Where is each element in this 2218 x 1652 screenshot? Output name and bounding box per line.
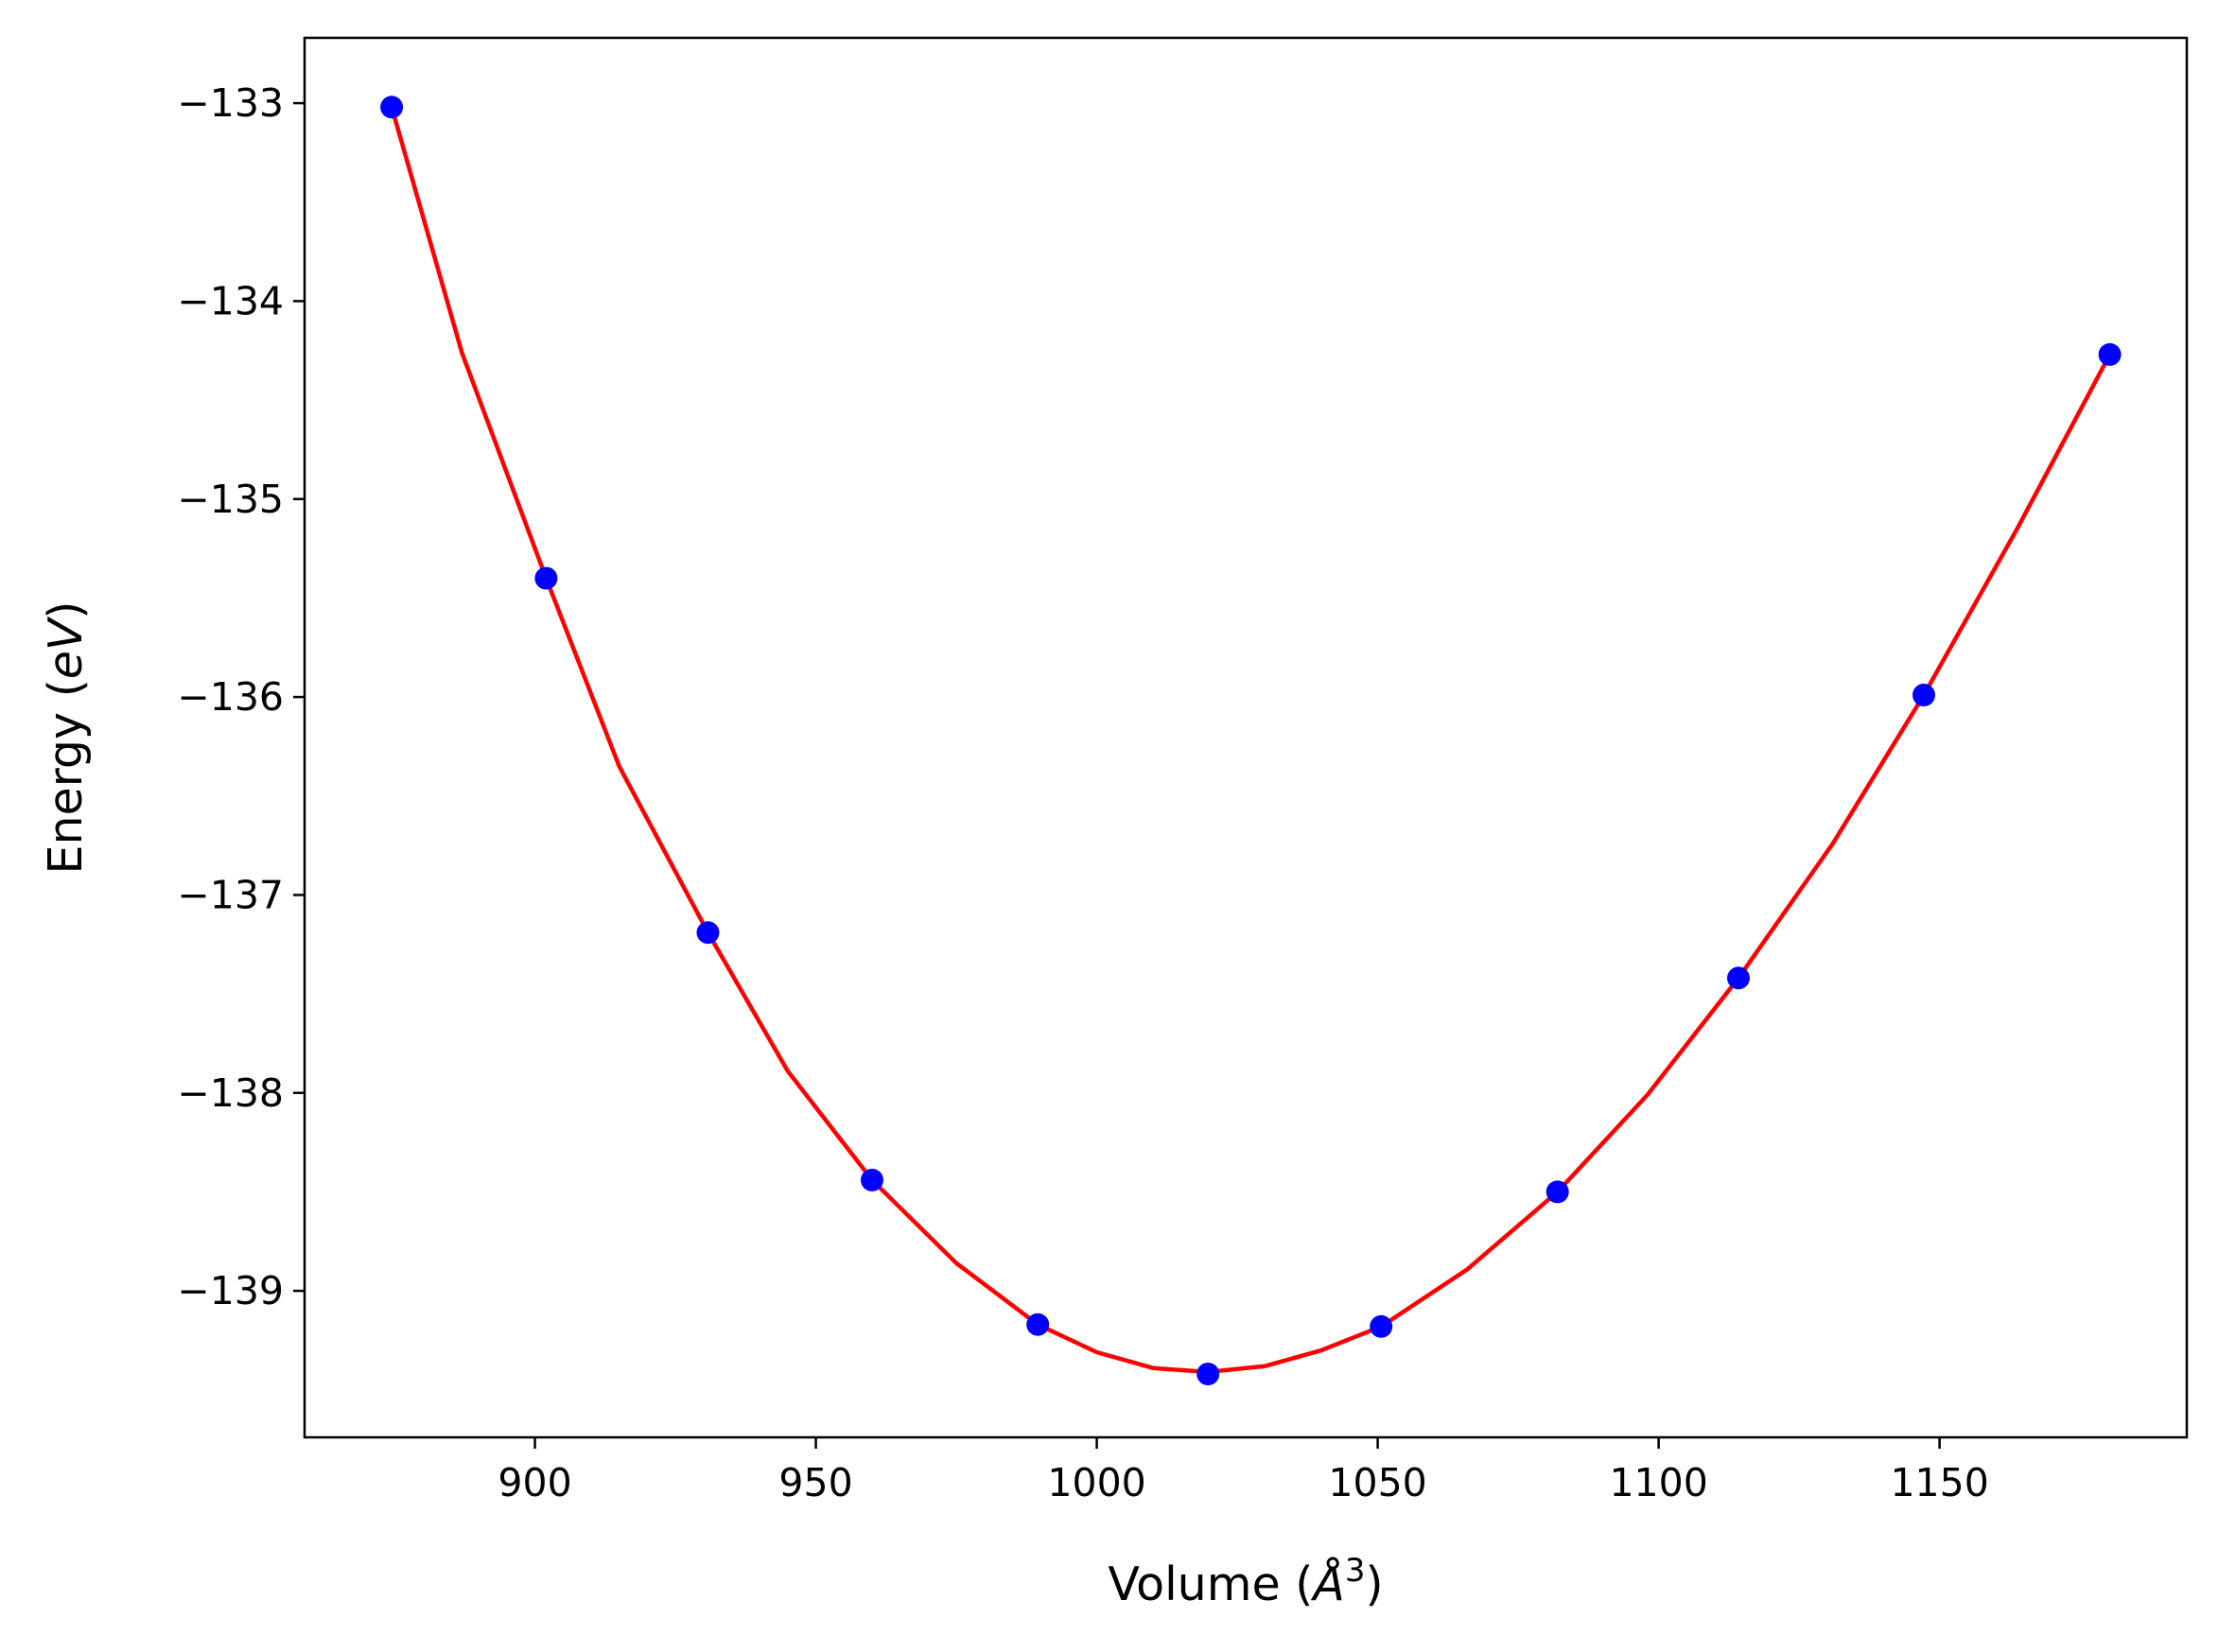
- y-tick-label: −138: [177, 1070, 284, 1116]
- data-point: [696, 921, 720, 945]
- data-point: [380, 96, 404, 119]
- y-tick-label: −137: [177, 872, 284, 917]
- y-tick-label: −136: [177, 674, 284, 720]
- data-point: [1370, 1314, 1393, 1338]
- data-point: [1026, 1313, 1050, 1336]
- axes-frame: [303, 36, 2189, 1439]
- x-tick-label: 1100: [1609, 1460, 1707, 1505]
- y-tick-label: −134: [177, 278, 284, 323]
- data-point: [1912, 684, 1935, 706]
- x-axis-ticks: 900 950 1000 1050 1100 1150: [498, 1437, 1989, 1505]
- data-point: [534, 566, 558, 590]
- y-axis-ticks: −133 −134 −135 −136 −137 −138 −139: [177, 80, 305, 1313]
- x-axis-title: Volume (Å3): [1108, 1552, 1383, 1611]
- x-tick-label: 1150: [1890, 1460, 1988, 1505]
- data-point: [1727, 966, 1750, 990]
- x-tick-label: 950: [778, 1460, 852, 1505]
- x-tick-label: 900: [498, 1460, 571, 1505]
- y-tick-label: −133: [177, 80, 284, 126]
- y-axis-title: Energy (eV): [39, 600, 93, 874]
- x-tick-label: 1050: [1328, 1460, 1426, 1505]
- y-tick-label: −135: [177, 477, 284, 522]
- plot-area: [380, 96, 2122, 1385]
- data-point: [861, 1168, 883, 1191]
- y-tick-label: −139: [177, 1268, 284, 1313]
- data-point: [1546, 1180, 1569, 1204]
- x-tick-label: 1000: [1047, 1460, 1145, 1505]
- data-point: [1196, 1363, 1220, 1385]
- fit-curve-line: [389, 106, 2112, 1375]
- data-point: [2098, 342, 2122, 366]
